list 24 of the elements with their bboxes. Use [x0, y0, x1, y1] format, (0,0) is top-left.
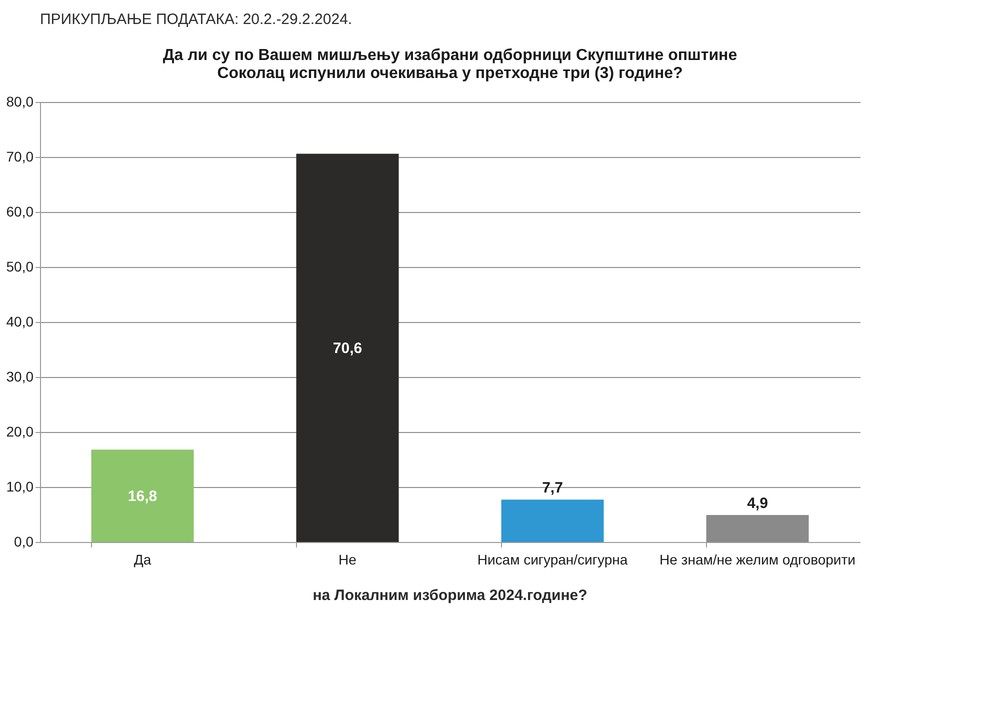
data-label: 16,8 — [128, 488, 158, 505]
text: на Локалним изборима 2024.године? — [312, 587, 588, 604]
y-tick-label: 70,0 — [6, 148, 34, 164]
y-tick-label: 50,0 — [6, 258, 34, 274]
bar — [91, 450, 194, 542]
x-tick-label: Не — [338, 552, 357, 568]
y-tick-label: 40,0 — [6, 314, 34, 330]
bar — [296, 154, 399, 542]
bar — [706, 515, 809, 542]
data-label: 7,7 — [542, 480, 563, 497]
x-tick-label: Не знам/не желим одговорити — [660, 552, 856, 568]
y-tick-label: 10,0 — [6, 478, 34, 494]
y-tick-label: 0,0 — [14, 534, 34, 550]
bar — [501, 500, 604, 542]
y-tick-label: 20,0 — [6, 424, 34, 440]
data-label: 4,9 — [747, 495, 768, 512]
y-tick-label: 30,0 — [6, 368, 34, 384]
y-tick-label: 80,0 — [6, 94, 34, 110]
y-tick-label: 60,0 — [6, 204, 34, 220]
chart-title: Да ли су по Вашем мишљењу изабрани одборници Скупштине општине Соколац испунили очекивања у претходне три (3) године? — [162, 47, 738, 82]
x-tick-label: Да — [134, 552, 152, 568]
data-label: 70,6 — [332, 340, 362, 357]
x-tick-label: Нисам сигуран/сигурна — [477, 552, 628, 568]
text: ПРИКУПЉАЊЕ ПОДАТАКА: 20.2.-29.2.2024. — [40, 11, 352, 28]
